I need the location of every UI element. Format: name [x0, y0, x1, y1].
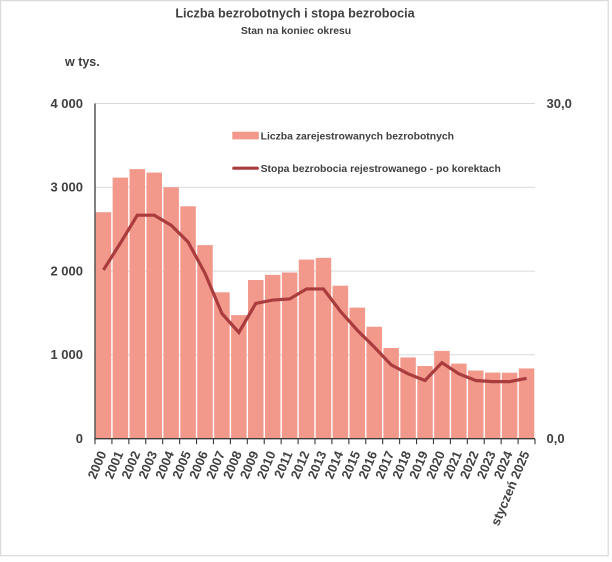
svg-text:Liczba zarejestrowanych bezrob: Liczba zarejestrowanych bezrobotnych: [261, 131, 454, 142]
svg-text:0: 0: [76, 431, 83, 446]
svg-text:Stopa bezrobocia rejestrowaneg: Stopa bezrobocia rejestrowanego - po kor…: [261, 164, 501, 175]
svg-text:0,0: 0,0: [547, 431, 565, 446]
svg-text:4 000: 4 000: [50, 96, 83, 111]
svg-text:3 000: 3 000: [50, 180, 83, 195]
svg-text:Liczba bezrobotnych i stopa be: Liczba bezrobotnych i stopa bezrobocia: [175, 7, 415, 21]
svg-text:1 000: 1 000: [50, 347, 83, 362]
svg-text:Stan na koniec okresu: Stan na koniec okresu: [241, 26, 351, 37]
svg-text:30,0: 30,0: [547, 96, 572, 111]
svg-text:2 000: 2 000: [50, 263, 83, 278]
svg-text:w tys.: w tys.: [64, 55, 100, 69]
